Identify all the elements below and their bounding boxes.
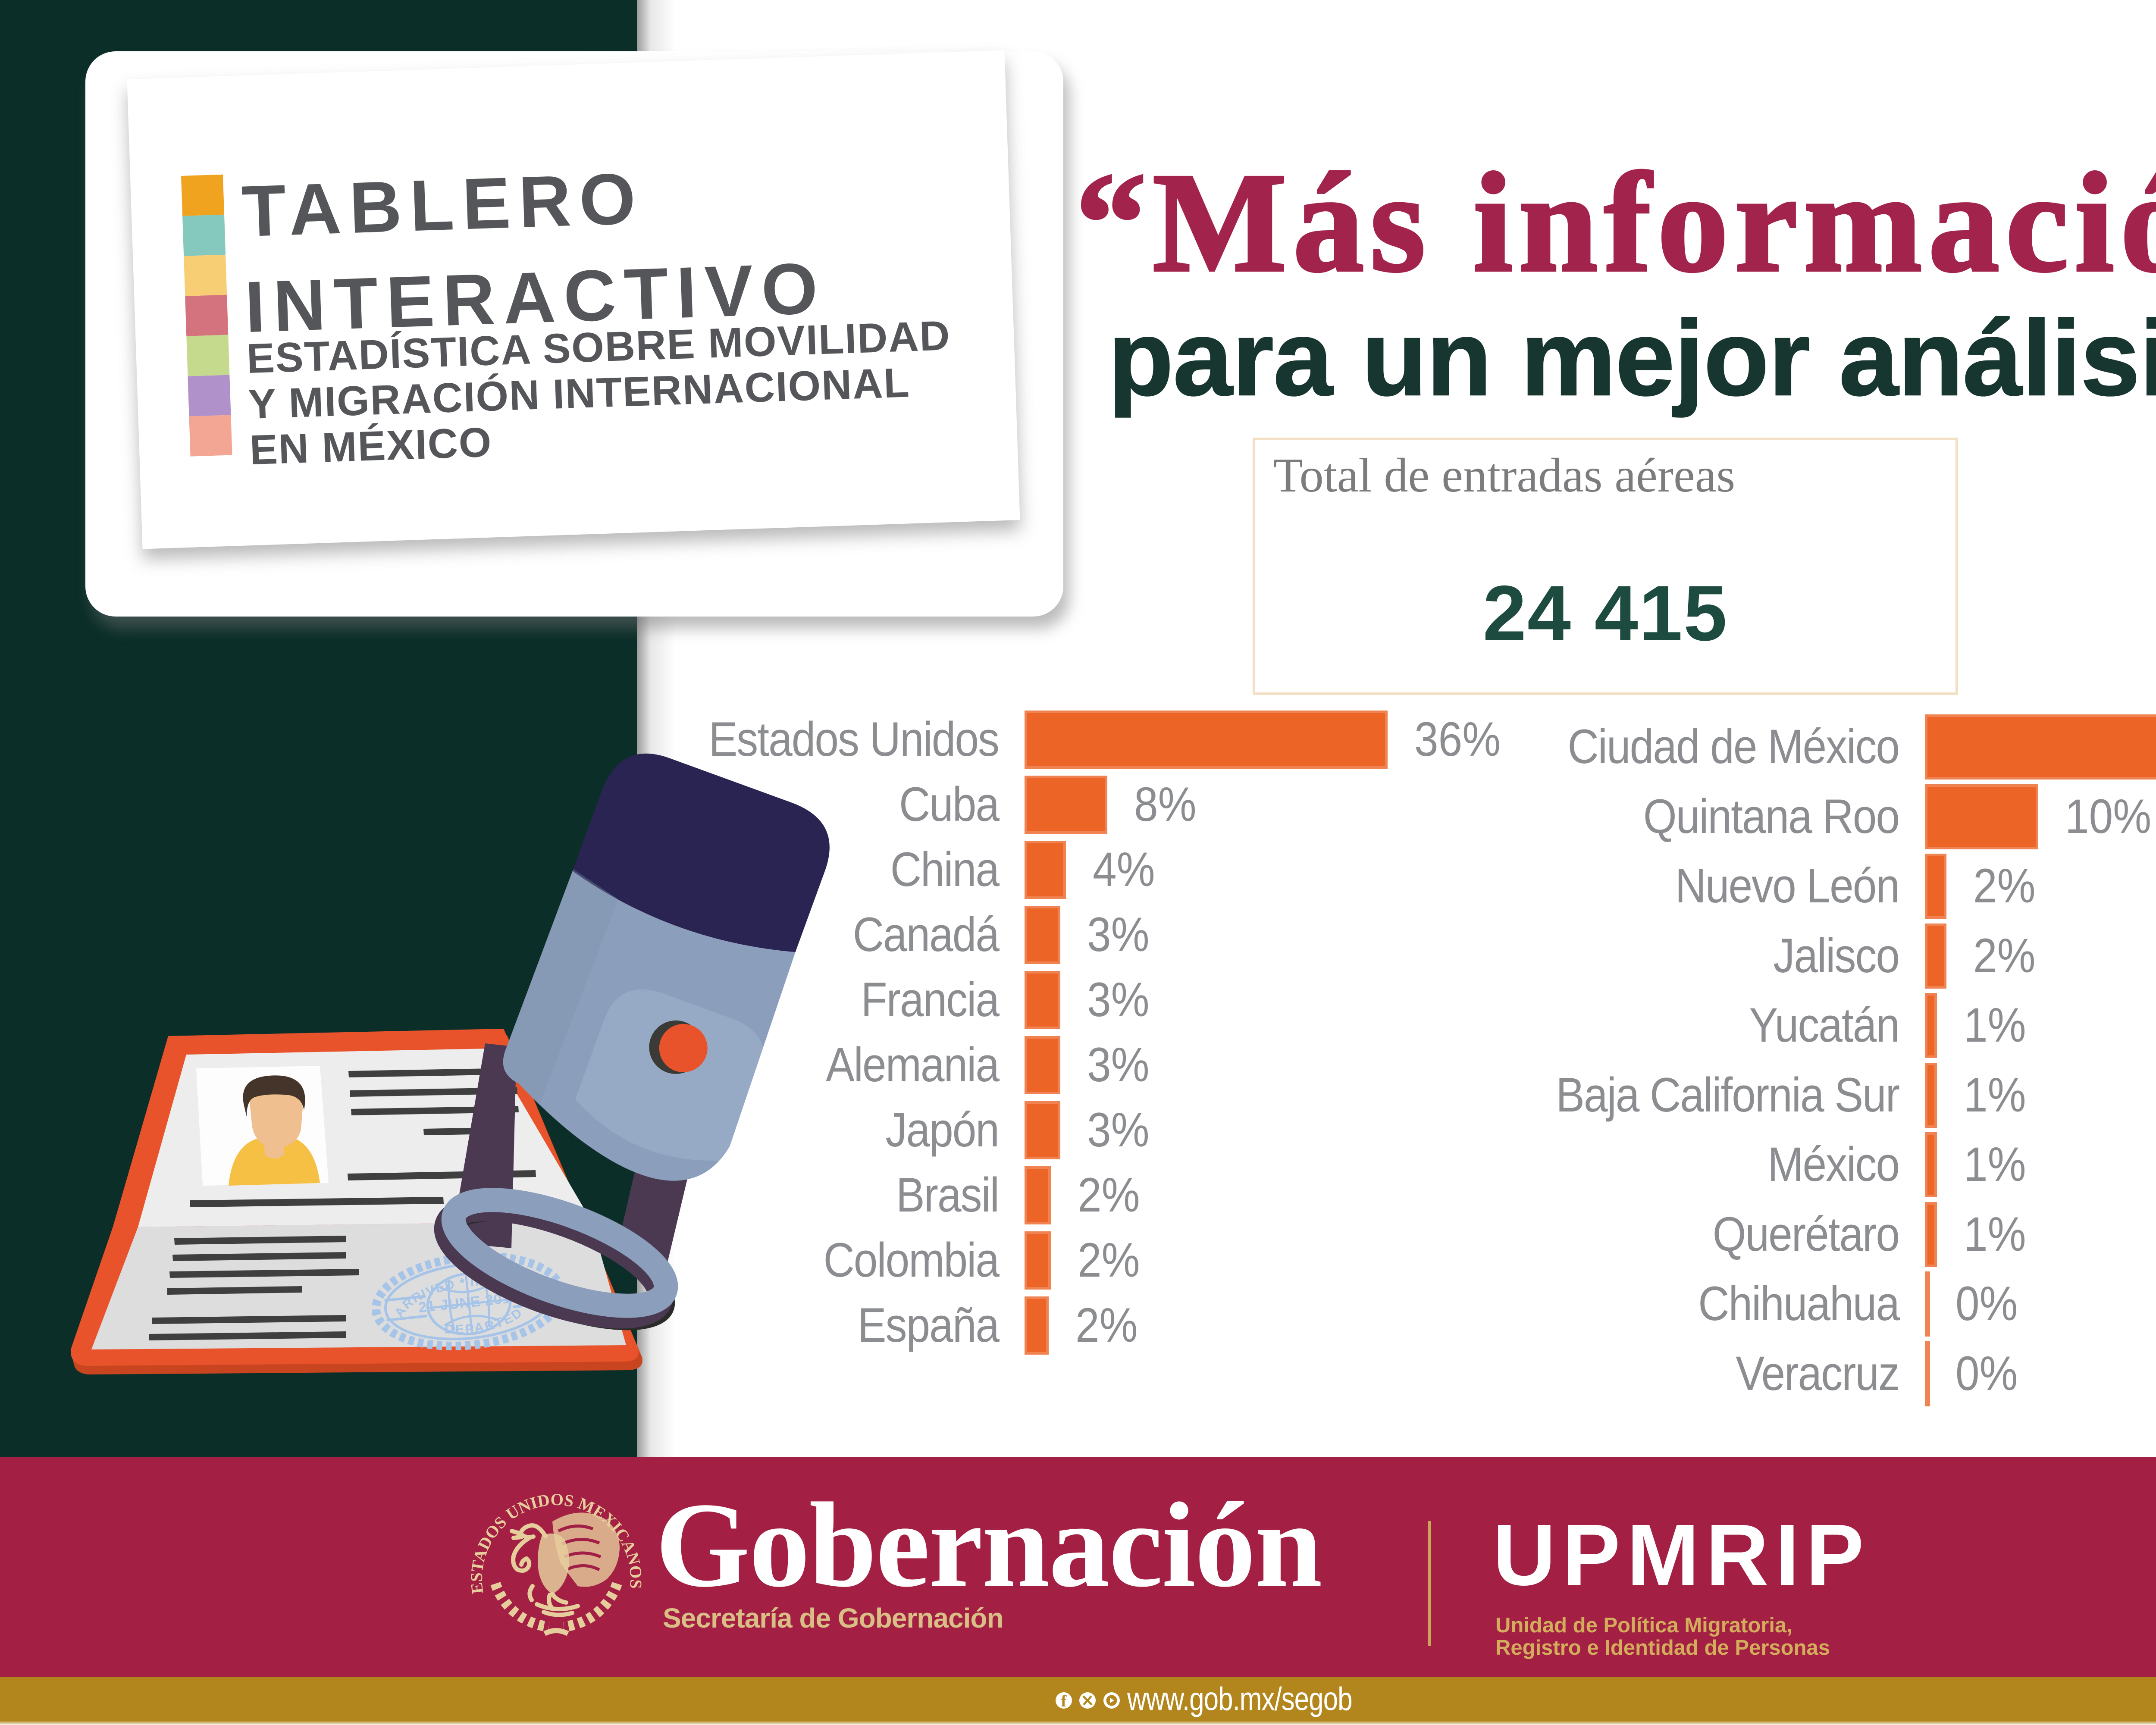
svg-text:f: f	[1061, 1692, 1067, 1710]
